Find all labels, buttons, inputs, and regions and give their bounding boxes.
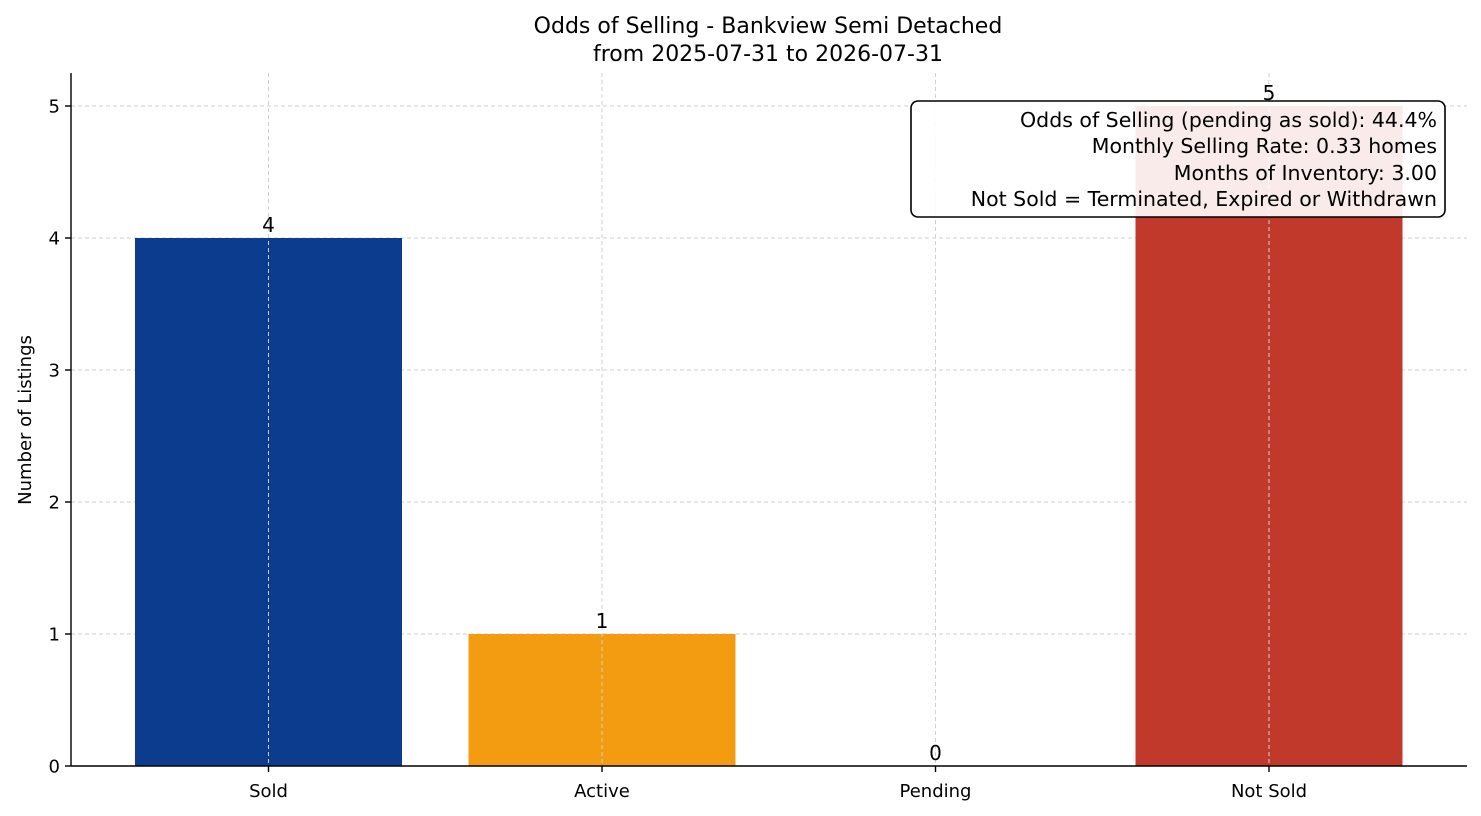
annotation-line-definition: Not Sold = Terminated, Expired or Withdr… [971,187,1437,211]
annotation-line-rate: Monthly Selling Rate: 0.33 homes [1092,134,1437,158]
axes: 0 1 2 3 4 5 Sold Active Pending Not Sold [49,73,1467,802]
y-tick-label: 5 [49,97,60,118]
annotation-line-inventory: Months of Inventory: 3.00 [1174,161,1437,185]
x-tick-label: Active [574,781,630,802]
bar-value-label: 5 [1263,81,1276,105]
y-tick-label: 2 [49,493,60,514]
bar-value-label: 4 [262,213,275,237]
data-labels: 4 1 0 5 [262,81,1275,765]
bar-value-label: 0 [929,741,942,765]
chart-subtitle: from 2025-07-31 to 2026-07-31 [593,42,943,67]
stats-annotation-box: Odds of Selling (pending as sold): 44.4%… [910,100,1446,218]
chart-title: Odds of Selling - Bankview Semi Detached [534,14,1003,39]
bar-value-label: 1 [596,609,609,633]
x-tick-label: Sold [249,781,288,802]
y-tick-label: 4 [49,229,60,250]
y-axis-label: Number of Listings [15,335,36,505]
y-tick-label: 0 [49,757,60,778]
annotation-box [910,100,1446,218]
y-tick-label: 1 [49,625,60,646]
x-tick-label: Pending [900,781,972,802]
annotation-line-odds: Odds of Selling (pending as sold): 44.4% [1020,108,1437,132]
x-tick-label: Not Sold [1231,781,1307,802]
y-tick-label: 3 [49,361,60,382]
